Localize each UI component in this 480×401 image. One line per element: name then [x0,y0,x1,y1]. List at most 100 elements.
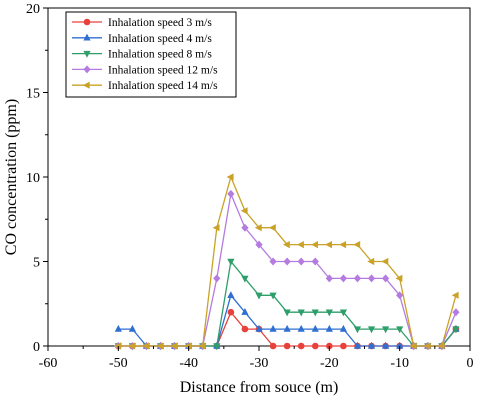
y-tick-label: 20 [26,2,40,17]
data-point [353,241,361,249]
data-point [170,342,178,350]
data-point [409,342,417,350]
x-tick-label: -20 [320,356,339,371]
data-point [184,342,192,350]
data-point [382,274,390,283]
y-axis-title: CO concentration (ppm) [3,99,20,255]
data-point [325,309,333,317]
data-point [227,258,235,266]
data-point [255,292,263,300]
data-point [268,224,276,232]
data-point [283,309,291,317]
data-point [241,275,249,283]
data-point [241,223,249,232]
axes-layer: -60 -50 -40 -30 -20 -10 0 0 5 10 15 20 [26,2,474,371]
data-point [395,274,403,282]
data-point [382,326,390,334]
data-point [451,291,459,299]
series-3 [114,258,460,351]
data-point [311,257,319,266]
legend-label: Inhalation speed 8 m/s [108,49,212,61]
data-point [227,189,235,198]
legend-label: Inhalation speed 12 m/s [108,64,218,76]
data-point [396,326,404,334]
data-point [396,341,404,349]
data-point [255,324,263,332]
legend-entry: Inhalation speed 14 m/s [72,80,218,92]
legend: Inhalation speed 3 m/s Inhalation speed 4… [65,11,237,98]
data-point [269,257,277,266]
y-tick-label: 10 [26,171,40,186]
data-point [367,341,376,349]
legend-label: Inhalation speed 4 m/s [108,33,212,45]
legend-entry: Inhalation speed 4 m/s [72,33,212,45]
data-point [311,241,318,249]
data-point [339,274,347,283]
data-point [156,342,164,350]
legend-marker [83,33,91,41]
data-point [198,342,206,350]
data-point [283,342,291,350]
data-point [396,291,404,300]
data-point [283,257,291,266]
data-point [311,342,319,350]
legend-label: Inhalation speed 14 m/s [108,80,218,92]
data-point [240,207,248,215]
data-point [269,342,277,350]
data-point [297,342,305,350]
x-tick-label: -10 [390,356,409,371]
data-point [297,241,304,249]
data-point [142,342,150,350]
legend-entry: Inhalation speed 12 m/s [72,64,218,76]
legend-marker [83,18,91,26]
data-point [241,308,249,315]
data-point [311,324,319,332]
data-point [241,325,249,333]
data-point [367,326,376,334]
legend-entry: Inhalation speed 3 m/s [72,17,212,29]
x-axis-title: Distance from souce (m) [180,379,339,396]
data-point [325,324,333,332]
data-point [325,241,333,249]
data-point [227,308,235,316]
data-point [339,324,347,332]
data-point [353,341,362,349]
data-point [367,257,375,266]
data-point [213,343,221,351]
y-tick-label: 5 [33,256,40,271]
data-point [114,342,122,350]
data-point [128,342,136,350]
legend-box [65,11,237,98]
data-point [340,342,347,350]
data-point [339,241,347,249]
data-point [212,224,220,232]
data-point [311,309,319,317]
data-point [213,274,221,283]
data-point [128,324,136,332]
data-point [325,274,333,283]
data-point [282,241,290,249]
data-point [452,308,460,317]
data-point [437,342,445,350]
series-layer [114,173,460,351]
data-point [297,309,305,317]
data-point [381,257,389,266]
x-tick-label: -60 [39,356,58,371]
data-point [353,326,362,334]
data-point [269,324,277,332]
data-point [297,324,305,332]
legend-marker [83,50,91,58]
data-point [382,341,390,349]
data-point [283,324,291,332]
x-tick-label: -30 [250,356,269,371]
data-point [254,224,262,232]
series-5 [114,173,459,350]
legend-marker [82,81,90,89]
legend-label: Inhalation speed 3 m/s [108,17,212,29]
data-point [353,274,362,283]
data-point [423,342,431,350]
x-tick-label: -50 [109,356,128,371]
y-tick-label: 15 [26,87,40,102]
legend-entry: Inhalation speed 8 m/s [72,49,212,61]
